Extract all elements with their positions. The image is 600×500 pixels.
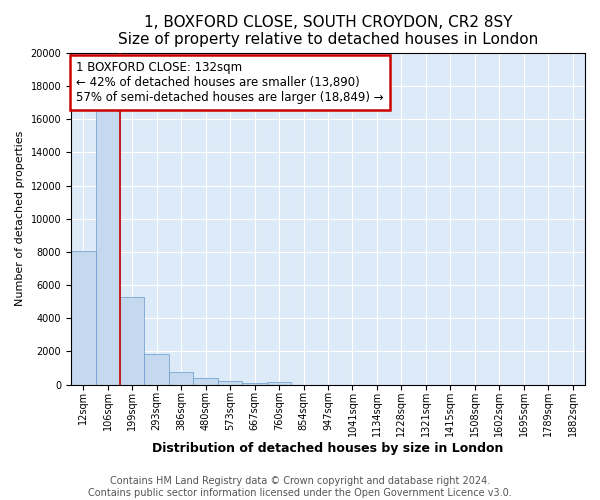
Bar <box>218 382 242 384</box>
Text: Contains HM Land Registry data © Crown copyright and database right 2024.
Contai: Contains HM Land Registry data © Crown c… <box>88 476 512 498</box>
Bar <box>95 109 120 384</box>
Bar <box>267 382 292 384</box>
Bar <box>71 251 95 384</box>
X-axis label: Distribution of detached houses by size in London: Distribution of detached houses by size … <box>152 442 504 455</box>
Y-axis label: Number of detached properties: Number of detached properties <box>15 131 25 306</box>
Text: 1 BOXFORD CLOSE: 132sqm
← 42% of detached houses are smaller (13,890)
57% of sem: 1 BOXFORD CLOSE: 132sqm ← 42% of detache… <box>76 61 384 104</box>
Title: 1, BOXFORD CLOSE, SOUTH CROYDON, CR2 8SY
Size of property relative to detached h: 1, BOXFORD CLOSE, SOUTH CROYDON, CR2 8SY… <box>118 15 538 48</box>
Bar <box>120 296 145 384</box>
Bar <box>145 354 169 384</box>
Bar <box>193 378 218 384</box>
Bar <box>242 382 267 384</box>
Bar <box>169 372 193 384</box>
